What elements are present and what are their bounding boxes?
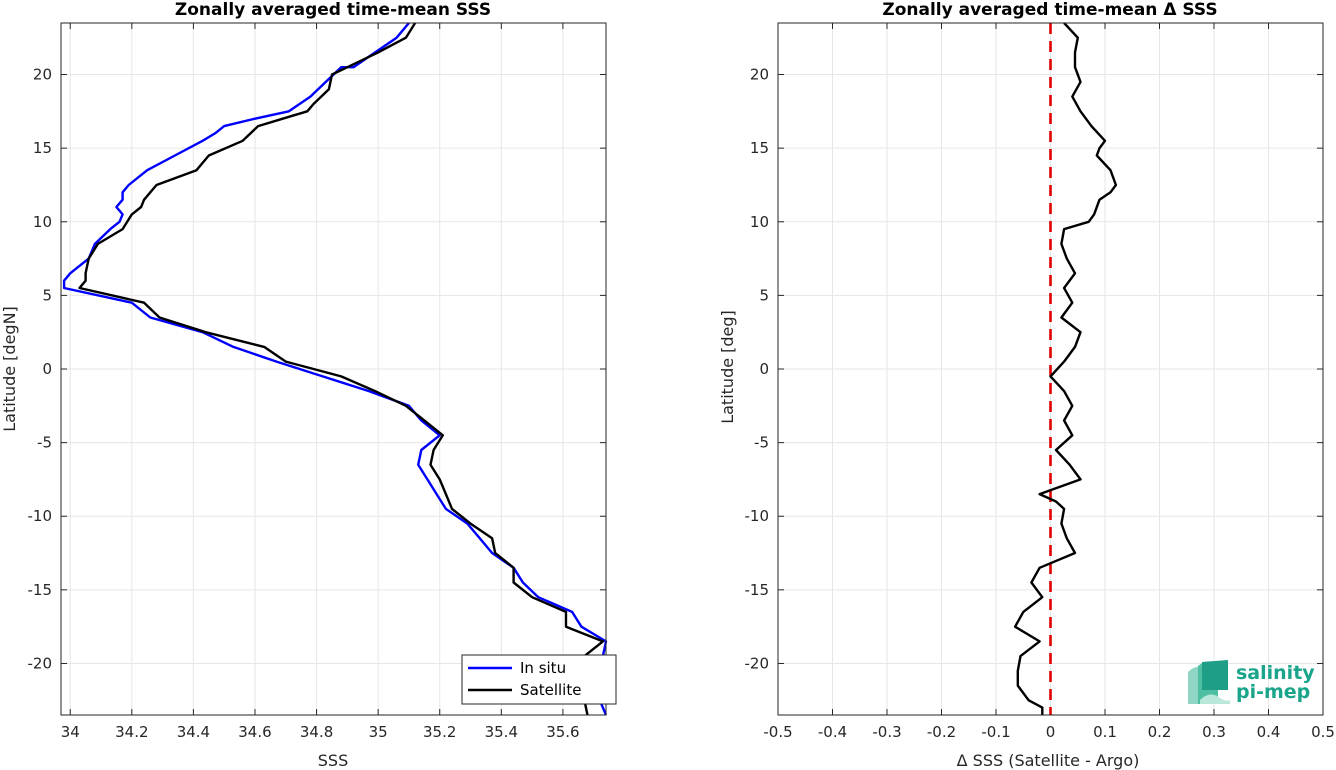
right-axes-frame (777, 22, 1324, 716)
satellite-series-line (78, 22, 605, 716)
left-chart: 34 34.2 34.4 34.6 34.8 35 35.2 35.4 35.6 -20-15-… (0, 0, 617, 770)
right-chart: -0.5 -0.4 -0.3 -0.2 -0.1 0 0.1 0.2 0.3 0.4 0.5 -20… (718, 0, 1335, 770)
x-tick-label: 34.2 (115, 723, 148, 741)
y-tick-label: 0 (42, 360, 52, 378)
legend-box (461, 654, 617, 705)
x-tick-label: -0.3 (872, 723, 901, 741)
x-tick-label: 0.2 (1148, 723, 1172, 741)
x-tick-label: 0.4 (1257, 723, 1281, 741)
x-tick-label: -0.4 (818, 723, 847, 741)
y-tick-label: 0 (759, 360, 769, 378)
left-axes-frame (60, 22, 607, 716)
y-tick-label: 20 (33, 66, 52, 84)
x-tick-label: 0.1 (1093, 723, 1117, 741)
left-y-axis-label: Latitude [degN] (0, 306, 19, 432)
y-tick-label: -10 (28, 507, 53, 525)
wave-logo-icon (1188, 660, 1230, 704)
logo-text-pi-mep: pi-mep (1236, 681, 1310, 703)
y-tick-label: 5 (42, 286, 52, 304)
y-tick-label: -5 (37, 434, 52, 452)
right-series-line (1013, 22, 1118, 715)
y-tick-label: 15 (33, 139, 52, 157)
left-series-lines (62, 22, 608, 716)
logo-text-salinity: salinity (1236, 662, 1315, 684)
y-tick-label: -10 (745, 507, 770, 525)
x-tick-label: 35 (369, 723, 388, 741)
y-tick-label: -20 (745, 654, 770, 672)
right-x-axis-label: Δ SSS (Satellite - Argo) (957, 751, 1140, 770)
left-chart-title: Zonally averaged time-mean SSS (175, 0, 491, 20)
y-tick-label: -5 (754, 434, 769, 452)
y-tick-label: 10 (33, 213, 52, 231)
x-tick-label: 0.3 (1202, 723, 1226, 741)
y-tick-label: 10 (750, 213, 769, 231)
right-x-tick-labels: -0.5 -0.4 -0.3 -0.2 -0.1 0 0.1 0.2 0.3 0.4 0.5 (763, 723, 1335, 741)
x-tick-label: 35.2 (423, 723, 456, 741)
left-tick-marks (61, 23, 606, 715)
right-chart-title: Zonally averaged time-mean Δ SSS (882, 0, 1217, 20)
x-tick-label: 34.6 (238, 723, 271, 741)
right-y-axis-label: Latitude [deg] (718, 310, 737, 424)
left-x-tick-labels: 34 34.2 34.4 34.6 34.8 35 35.2 35.4 35.6 (61, 723, 580, 741)
left-x-axis-label: SSS (318, 751, 348, 770)
salinity-pi-mep-logo: salinity pi-mep (1188, 660, 1315, 704)
in-situ-series-line (62, 22, 608, 716)
delta-sss-series-line (1013, 22, 1118, 715)
left-y-tick-labels: -20 -15 -10 -5 0 5 10 15 20 (28, 66, 53, 673)
right-tick-marks (777, 23, 1324, 715)
x-tick-label: 34.4 (177, 723, 210, 741)
x-tick-label: 0 (1046, 723, 1056, 741)
x-tick-label: -0.2 (927, 723, 956, 741)
x-tick-label: 0.5 (1311, 723, 1335, 741)
x-tick-label: -0.5 (763, 723, 792, 741)
x-tick-label: 35.4 (485, 723, 518, 741)
x-tick-label: 34.8 (300, 723, 333, 741)
legend: In situ Satellite (461, 654, 617, 705)
y-tick-label: 15 (750, 139, 769, 157)
x-tick-label: 35.6 (546, 723, 579, 741)
x-tick-label: -0.1 (981, 723, 1010, 741)
y-tick-label: -20 (28, 654, 53, 672)
y-tick-label: -15 (28, 581, 53, 599)
x-tick-label: 34 (61, 723, 80, 741)
y-tick-label: 5 (759, 286, 769, 304)
y-tick-label: 20 (750, 66, 769, 84)
right-y-tick-labels: -20 -15 -10 -5 0 5 10 15 20 (745, 66, 770, 673)
legend-label-satellite: Satellite (520, 681, 581, 699)
legend-label-in-situ: In situ (520, 659, 566, 677)
y-tick-label: -15 (745, 581, 770, 599)
